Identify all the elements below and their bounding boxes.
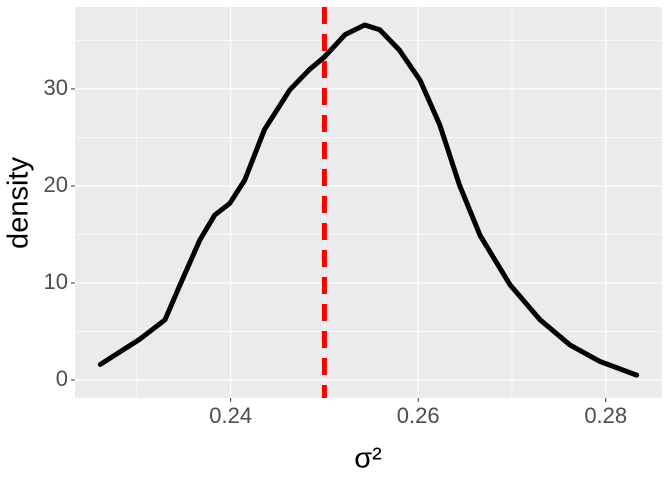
density-line (97, 22, 640, 378)
y-tick-label: 30 (44, 75, 68, 100)
y-tick-label: 20 (44, 172, 68, 197)
plot-panel (75, 7, 662, 398)
y-axis-title: density (3, 157, 35, 249)
x-tick-label: 0.26 (397, 403, 440, 428)
x-tick-label: 0.24 (209, 403, 252, 428)
y-tick-label: 10 (44, 269, 68, 294)
x-axis-title: σ² (354, 443, 382, 475)
y-tick-label: 0 (56, 366, 68, 391)
x-tick-label: 0.28 (584, 403, 627, 428)
